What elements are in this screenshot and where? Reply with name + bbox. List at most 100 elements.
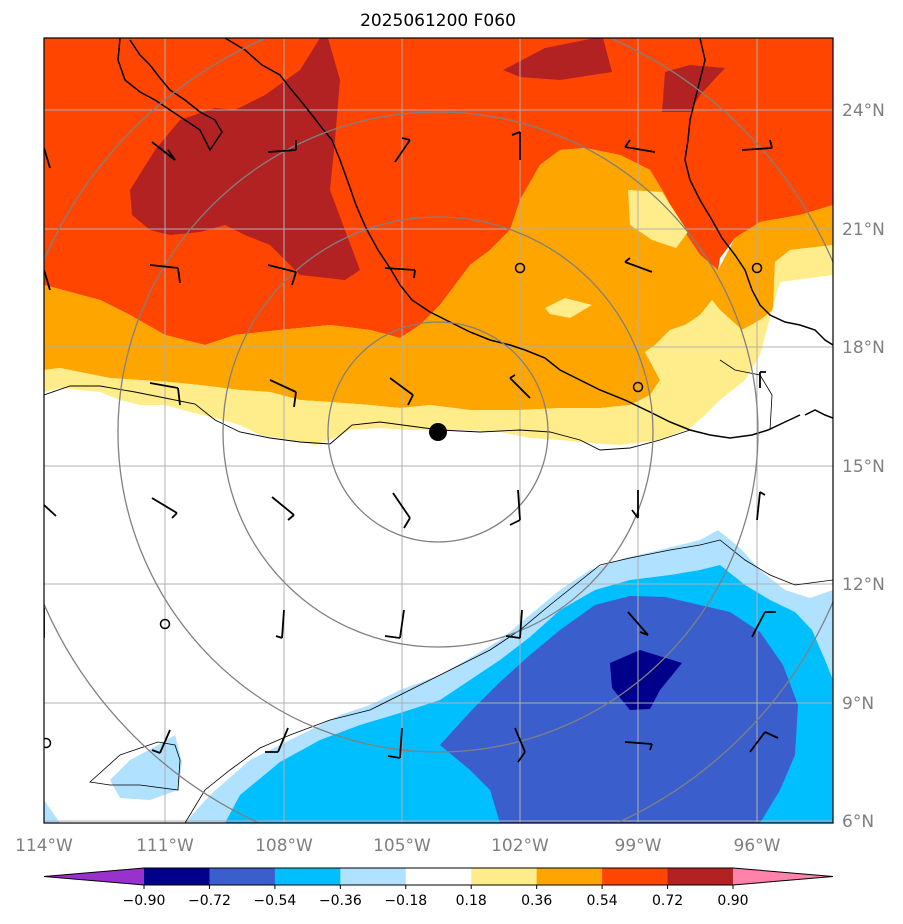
wind-barb (624, 257, 653, 273)
contour-fill-dark-red-northeast (503, 38, 612, 80)
wind-barb (151, 141, 176, 161)
wind-barb (275, 609, 285, 639)
lon-label: 108°W (255, 836, 313, 856)
colorbar-label: 0.72 (652, 893, 683, 909)
contour-fill-light-blue-corner (44, 800, 60, 823)
calm-wind-markers (44, 262, 763, 749)
colorbar-label: 0.18 (456, 893, 487, 909)
coastline-yucatan (804, 409, 833, 419)
colorbar-label: −0.90 (123, 893, 166, 909)
contour-fills (44, 38, 833, 823)
colorbar-segment (340, 868, 407, 885)
colorbar-label: −0.18 (384, 893, 427, 909)
colorbar-segment (471, 868, 538, 885)
lat-label: 9°N (842, 694, 874, 714)
wind-barb (631, 490, 639, 519)
colorbar: −0.90 −0.72 −0.54 −0.36 −0.18 0.18 0.36 0.54 0.7… (43, 867, 834, 909)
calm-wind-circle (632, 381, 644, 393)
lat-tick-labels: 6°N 9°N 12°N 15°N 18°N 21°N 24°N (842, 101, 885, 832)
lat-label: 6°N (842, 812, 874, 832)
wind-barb (624, 139, 656, 153)
lat-label: 15°N (842, 457, 885, 477)
map-title: 2025061200 F060 (360, 11, 516, 31)
calm-wind-circle (44, 737, 52, 749)
colorbar-extend-high (733, 868, 833, 885)
wind-barb (151, 497, 178, 519)
colorbar-segment (274, 868, 341, 885)
colorbar-segment (667, 868, 734, 885)
colorbar-segment (209, 868, 276, 885)
wind-barb (505, 609, 523, 639)
wind-barb (267, 264, 297, 286)
wind-barb (756, 491, 766, 521)
lon-label: 111°W (136, 836, 194, 856)
contour-fill-dark-red-west (130, 38, 360, 280)
wind-barb (265, 727, 289, 753)
wind-barb (741, 139, 773, 151)
lon-label: 114°W (15, 836, 73, 856)
contour-fill-yellow-island-1 (628, 190, 688, 248)
colorbar-label: −0.72 (188, 893, 231, 909)
lon-label: 102°W (491, 836, 549, 856)
colorbar-segment (144, 868, 210, 885)
range-ring-2 (222, 216, 654, 648)
range-rings (44, 38, 833, 823)
wind-barb (44, 504, 57, 517)
colorbar-label: −0.36 (319, 893, 362, 909)
lon-label: 96°W (734, 836, 781, 856)
lon-tick-labels: 114°W 111°W 108°W 105°W 102°W 99°W 96°W (15, 836, 781, 856)
colorbar-label: 0.36 (521, 893, 552, 909)
storm-center-marker (429, 423, 447, 441)
wind-barb (44, 147, 51, 169)
contour-fill-dark-red-gulf (662, 65, 725, 112)
wind-barb (392, 492, 411, 529)
wind-barb (389, 377, 414, 406)
wind-barb (149, 264, 181, 284)
contour-fill-yellow-south (44, 245, 833, 445)
wind-barb (624, 741, 653, 751)
wind-barb (149, 382, 181, 406)
map-area (44, 38, 833, 823)
wind-barb (759, 371, 766, 388)
colorbar-label: 0.54 (587, 893, 618, 909)
colorbar-segment (602, 868, 669, 885)
coastline-pacific-mexico (44, 385, 691, 451)
colorbar-segment (405, 868, 472, 885)
wind-barb (749, 731, 779, 753)
calm-wind-circle (514, 262, 526, 274)
coastline-baja-california (117, 38, 223, 152)
lat-label: 12°N (842, 575, 885, 595)
wind-barb (269, 379, 297, 408)
wind-barb (384, 609, 405, 639)
range-ring-1 (327, 321, 549, 543)
calm-wind-circle (751, 262, 763, 274)
lat-label: 18°N (842, 338, 885, 358)
wind-barb (151, 729, 171, 754)
wind-barb (271, 496, 295, 521)
colorbar-segment (536, 868, 603, 885)
lon-label: 99°W (615, 836, 662, 856)
wind-barb (627, 611, 649, 636)
calm-wind-circle (159, 618, 171, 630)
contour-fill-yellow-island-2 (545, 298, 592, 318)
wind-barb (509, 489, 521, 526)
wind-barb (387, 727, 403, 759)
map-frame (43, 37, 834, 824)
contour-fill-navy (610, 650, 682, 710)
lat-label: 24°N (842, 101, 885, 121)
contour-fill-light-blue-sw (110, 735, 182, 800)
gridlines (44, 38, 833, 823)
colorbar-label: 0.90 (717, 893, 748, 909)
wind-barb (751, 611, 776, 638)
range-ring-3 (117, 111, 759, 753)
lat-label: 21°N (842, 220, 885, 240)
lon-label: 105°W (373, 836, 431, 856)
wind-barb (509, 374, 531, 399)
coastline-gulf-of-mexico (684, 38, 833, 346)
wind-barbs (44, 131, 779, 763)
wind-barb (384, 267, 416, 279)
wind-barb (394, 137, 411, 163)
wind-barb (511, 131, 521, 160)
wind-barb (44, 269, 51, 291)
